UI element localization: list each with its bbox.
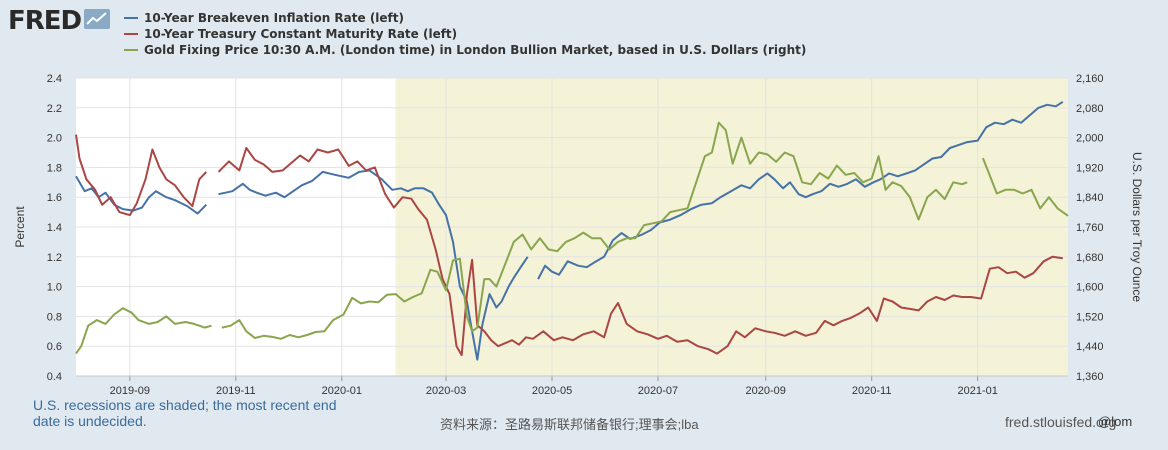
legend-label: Gold Fixing Price 10:30 A.M. (London tim… <box>144 43 807 57</box>
y2-tick-label: 2,160 <box>1076 73 1104 85</box>
x-tick-label: 2020-01 <box>322 385 362 397</box>
y-tick-label: 2.0 <box>47 133 62 145</box>
y2-tick-label: 2,080 <box>1076 103 1104 115</box>
x-tick-label: 2020-11 <box>852 385 892 397</box>
y-tick-label: 0.4 <box>47 371 62 383</box>
legend-label: 10-Year Breakeven Inflation Rate (left) <box>144 11 404 25</box>
legend-swatch <box>124 17 138 19</box>
y2-tick-label: 1,760 <box>1076 222 1104 234</box>
y-tick-label: 1.0 <box>47 282 62 294</box>
y2-tick-label: 1,680 <box>1076 252 1104 264</box>
y-tick-label: 0.6 <box>47 341 62 353</box>
legend-item-gold[interactable]: Gold Fixing Price 10:30 A.M. (London tim… <box>124 42 806 58</box>
series-breakeven-line[interactable] <box>75 100 1064 361</box>
series-gold-line[interactable] <box>75 121 1069 355</box>
legend-swatch <box>124 49 138 51</box>
y-axis-label: Percent <box>13 206 27 248</box>
y2-axis-label: U.S. Dollars per Troy Ounce <box>1130 152 1144 302</box>
x-tick-label: 2020-09 <box>746 385 786 397</box>
site-link[interactable]: fred.stlouisfed.org <box>1005 414 1117 430</box>
y-tick-label: 2.2 <box>47 103 62 115</box>
y-tick-label: 1.8 <box>47 162 62 174</box>
y-tick-label: 1.4 <box>47 222 62 234</box>
x-tick-label: 2020-03 <box>426 385 466 397</box>
y2-tick-label: 1,360 <box>1076 371 1104 383</box>
chart-line-icon <box>84 6 111 36</box>
left-axis: 0.4 0.6 0.8 1.0 1.2 1.4 1.6 1.8 2.0 2.2 2.4 <box>47 73 62 383</box>
y-tick-label: 2.4 <box>47 73 62 85</box>
x-tick-label: 2020-05 <box>532 385 572 397</box>
x-tick-label: 2019-11 <box>216 385 256 397</box>
legend-item-breakeven[interactable]: 10-Year Breakeven Inflation Rate (left) <box>124 10 806 26</box>
y2-tick-label: 1,440 <box>1076 341 1104 353</box>
series-layer <box>75 100 1069 361</box>
series-treasury-line[interactable] <box>75 134 1063 357</box>
legend: 10-Year Breakeven Inflation Rate (left) … <box>124 10 806 58</box>
y2-tick-label: 1,840 <box>1076 192 1104 204</box>
right-axis: 1,360 1,440 1,520 1,600 1,680 1,760 1,840 1,920… <box>1076 73 1104 383</box>
recession-note: U.S. recessions are shaded; the most rec… <box>33 397 337 429</box>
y2-tick-label: 1,920 <box>1076 162 1104 174</box>
fred-logo[interactable]: FRED <box>8 6 111 36</box>
x-tick-label: 2020-07 <box>638 385 678 397</box>
y-tick-label: 1.2 <box>47 252 62 264</box>
y2-tick-label: 1,520 <box>1076 311 1104 323</box>
legend-label: 10-Year Treasury Constant Maturity Rate … <box>144 27 458 41</box>
legend-swatch <box>124 33 138 35</box>
y-tick-label: 1.6 <box>47 192 62 204</box>
y2-tick-label: 1,600 <box>1076 282 1104 294</box>
y-tick-label: 0.8 <box>47 311 62 323</box>
x-tick-label: 2021-01 <box>957 385 997 397</box>
x-axis: 2019-09 2019-11 2020-01 2020-03 2020-05 2020-… <box>76 375 1068 397</box>
y2-tick-label: 2,000 <box>1076 133 1104 145</box>
watermark: @lom <box>1098 414 1133 429</box>
logo-text: FRED <box>8 6 82 36</box>
legend-item-treasury[interactable]: 10-Year Treasury Constant Maturity Rate … <box>124 26 806 42</box>
source-note: 资料来源：圣路易斯联邦储备银行;理事会;lba <box>440 417 699 432</box>
x-tick-label: 2019-09 <box>110 385 150 397</box>
